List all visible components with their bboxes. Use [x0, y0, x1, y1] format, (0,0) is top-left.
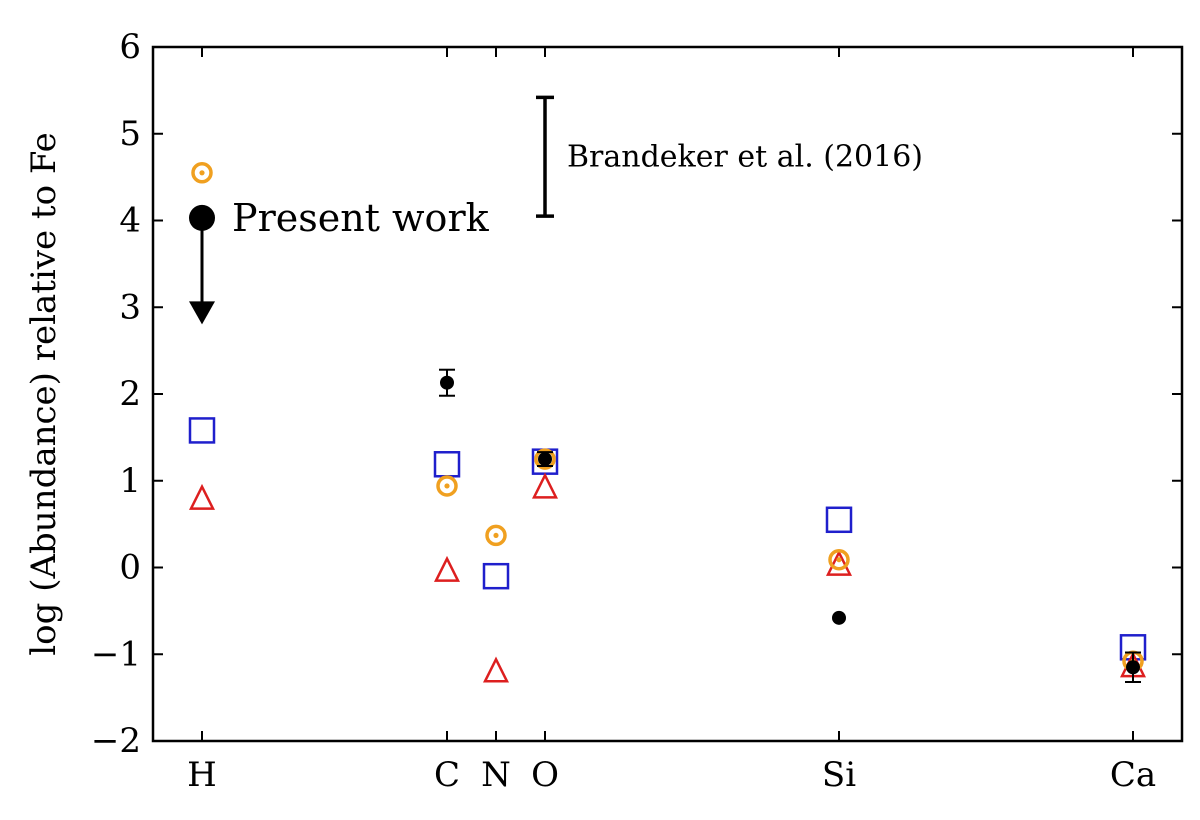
- open-triangle-marker: [825, 549, 853, 576]
- x-tick-label: H: [187, 755, 217, 795]
- plot-area: −2 −1 0 1 2 3 4 5 6 H C N O Si Ca: [91, 27, 1184, 795]
- brandeker-label: Brandeker et al. (2016): [567, 140, 923, 175]
- y-tick-label: 1: [119, 461, 141, 501]
- x-tick-label: Si: [822, 755, 856, 795]
- filled-circle-marker: [440, 375, 454, 390]
- filled-circle-marker: [1126, 660, 1140, 675]
- y-tick-label: −1: [91, 634, 141, 674]
- dotted-circle-marker: [191, 162, 213, 184]
- dotted-circle-marker: [534, 448, 556, 470]
- y-tick-label: −2: [91, 721, 141, 761]
- y-tick-label: 6: [119, 27, 141, 67]
- open-square-marker: [482, 562, 510, 590]
- x-tick-label: C: [434, 755, 460, 795]
- dotted-circle-center: [836, 557, 842, 563]
- x-tick-label: O: [531, 755, 559, 795]
- y-tick-label: 0: [119, 548, 141, 588]
- data-marks: [188, 95, 1147, 684]
- x-tick-label: N: [481, 755, 511, 795]
- open-square-marker: [433, 451, 461, 478]
- open-triangle-marker: [531, 472, 559, 499]
- y-axis-label: log (Abundance) relative to Fe: [24, 132, 64, 655]
- open-triangle-marker: [188, 483, 216, 510]
- dotted-circle-center: [493, 532, 499, 539]
- dotted-circle-marker: [828, 548, 850, 571]
- open-triangle-marker: [433, 555, 461, 582]
- dotted-circle-center: [199, 170, 205, 176]
- upper-limit-arrow-head: [189, 301, 215, 325]
- dotted-circle-center: [444, 483, 450, 489]
- filled-circle-marker: [832, 610, 846, 625]
- x-tick-label: Ca: [1110, 755, 1156, 795]
- y-tick-label: 5: [119, 114, 141, 154]
- open-square-marker: [825, 506, 853, 534]
- dotted-circle-marker: [485, 524, 507, 547]
- dotted-circle-marker: [436, 475, 458, 497]
- annotations: Present work Brandeker et al. (2016): [232, 140, 923, 240]
- y-tick-label: 2: [119, 374, 141, 414]
- y-tick-label: 3: [119, 287, 141, 327]
- upper-limit-marker: [189, 204, 215, 231]
- present-work-label: Present work: [232, 196, 490, 240]
- filled-circle-marker: [538, 452, 552, 467]
- open-triangle-marker: [482, 656, 510, 683]
- y-tick-label: 4: [119, 201, 141, 241]
- open-square-marker: [188, 417, 216, 444]
